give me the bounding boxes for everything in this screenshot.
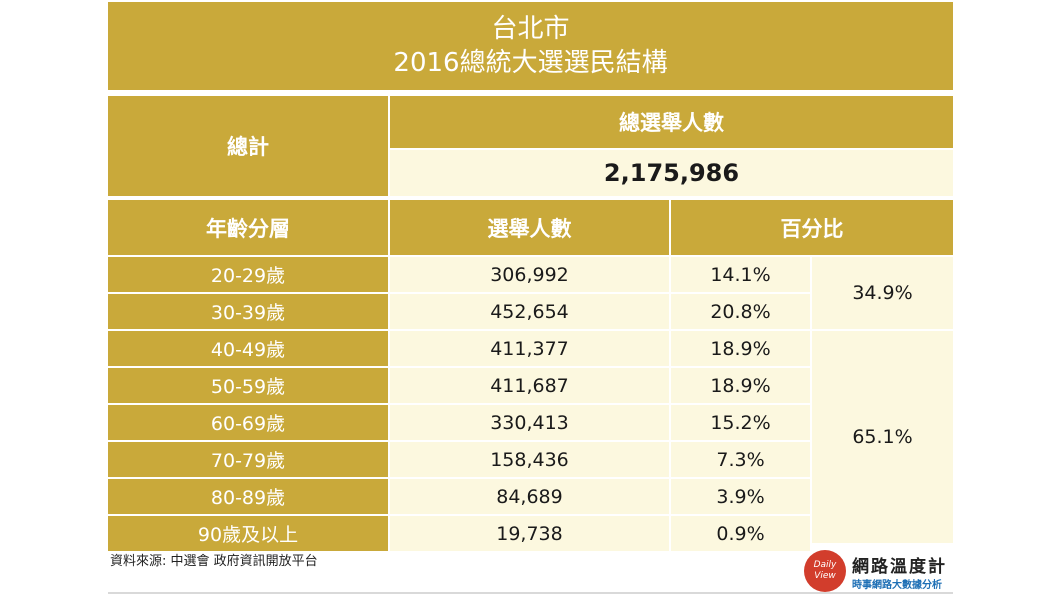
logo-name: 網路溫度計	[852, 557, 947, 577]
column-header-age: 年齡分層	[108, 200, 388, 255]
percent-cell: 14.1%	[671, 257, 810, 292]
source-note: 資料來源: 中選會 政府資訊開放平台	[110, 554, 318, 569]
group-total-20-39: 34.9%	[812, 257, 953, 329]
percent-cell: 3.9%	[671, 479, 810, 514]
voters-cell: 19,738	[390, 516, 669, 551]
age-cell: 50-59歲	[108, 368, 388, 403]
voters-cell: 158,436	[390, 442, 669, 477]
logo-tagline: 時事網路大數據分析	[852, 580, 942, 591]
percent-cell: 18.9%	[671, 331, 810, 366]
voters-cell: 306,992	[390, 257, 669, 292]
voters-cell: 84,689	[390, 479, 669, 514]
age-cell: 70-79歲	[108, 442, 388, 477]
age-cell: 60-69歲	[108, 405, 388, 440]
voters-cell: 411,377	[390, 331, 669, 366]
table-title: 台北市 2016總統大選選民結構	[108, 2, 953, 90]
voters-cell: 330,413	[390, 405, 669, 440]
age-cell: 20-29歲	[108, 257, 388, 292]
total-voters-value: 2,175,986	[390, 150, 953, 196]
bottom-divider	[108, 592, 953, 594]
age-cell: 30-39歲	[108, 294, 388, 329]
daily-view-logo: Daily View 網路溫度計 時事網路大數據分析	[804, 550, 954, 594]
total-voters-header: 總選舉人數	[390, 96, 953, 148]
percent-cell: 20.8%	[671, 294, 810, 329]
age-cell: 80-89歲	[108, 479, 388, 514]
age-cell: 90歲及以上	[108, 516, 388, 551]
percent-cell: 7.3%	[671, 442, 810, 477]
voters-cell: 452,654	[390, 294, 669, 329]
total-label: 總計	[108, 96, 388, 196]
percent-cell: 18.9%	[671, 368, 810, 403]
age-cell: 40-49歲	[108, 331, 388, 366]
column-header-voters: 選舉人數	[390, 200, 669, 255]
column-header-percent: 百分比	[671, 200, 953, 255]
percent-cell: 15.2%	[671, 405, 810, 440]
percent-cell: 0.9%	[671, 516, 810, 551]
daily-view-badge-icon: Daily View	[804, 550, 846, 592]
group-total-40-plus: 65.1%	[812, 331, 953, 543]
title-subtitle: 2016總統大選選民結構	[393, 48, 668, 78]
title-city: 台北市	[491, 14, 570, 44]
voters-cell: 411,687	[390, 368, 669, 403]
